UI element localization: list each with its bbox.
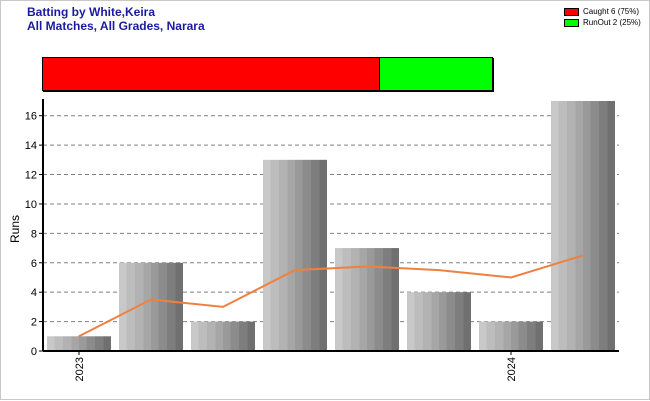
x-tick-label-2024: 2024 bbox=[506, 357, 518, 381]
chart-title: Batting by White,Keira All Matches, All … bbox=[27, 5, 205, 33]
dismissal-segment-caught bbox=[43, 58, 379, 90]
y-tick-label-8: 8 bbox=[31, 228, 37, 240]
legend-item-runout: RunOut 2 (25%) bbox=[564, 17, 641, 28]
average-point-6 bbox=[510, 276, 512, 279]
y-tick-label-2: 2 bbox=[31, 317, 37, 329]
bar-0 bbox=[47, 336, 111, 351]
average-line bbox=[78, 254, 584, 338]
y-tick-label-6: 6 bbox=[31, 258, 37, 270]
legend: Caught 6 (75%) RunOut 2 (25%) bbox=[564, 6, 641, 28]
y-tick-label-12: 12 bbox=[25, 170, 37, 182]
average-point-1 bbox=[150, 298, 152, 301]
average-point-3 bbox=[294, 269, 296, 271]
bar-7 bbox=[551, 101, 615, 351]
bar-4 bbox=[335, 248, 399, 351]
dismissal-segment-runout bbox=[379, 58, 492, 90]
bar-1 bbox=[119, 262, 183, 351]
average-point-0 bbox=[78, 335, 80, 338]
average-point-5 bbox=[438, 269, 440, 271]
y-tick-label-16: 16 bbox=[25, 111, 37, 123]
legend-swatch-runout bbox=[564, 18, 579, 27]
y-tick-label-0: 0 bbox=[31, 346, 37, 358]
bar-3 bbox=[263, 159, 327, 351]
bar-5 bbox=[407, 292, 471, 351]
y-tick-label-14: 14 bbox=[25, 140, 37, 152]
x-tick-label-2023: 2023 bbox=[74, 357, 86, 381]
legend-item-caught: Caught 6 (75%) bbox=[564, 6, 641, 17]
title-line-1: Batting by White,Keira bbox=[27, 5, 156, 19]
bar-6 bbox=[479, 321, 543, 351]
y-tick-label-4: 4 bbox=[31, 287, 37, 299]
average-point-2 bbox=[222, 306, 224, 308]
legend-label-runout: RunOut 2 (25%) bbox=[583, 18, 641, 27]
y-tick-label-10: 10 bbox=[25, 199, 37, 211]
legend-label-caught: Caught 6 (75%) bbox=[583, 7, 640, 16]
dismissal-distribution-bar bbox=[42, 57, 493, 91]
average-point-7 bbox=[582, 254, 584, 257]
title-line-2: All Matches, All Grades, Narara bbox=[27, 19, 205, 33]
legend-swatch-caught bbox=[564, 7, 579, 16]
y-axis-title: Runs bbox=[8, 215, 22, 243]
bar-2 bbox=[191, 321, 255, 351]
average-point-4 bbox=[366, 265, 368, 268]
